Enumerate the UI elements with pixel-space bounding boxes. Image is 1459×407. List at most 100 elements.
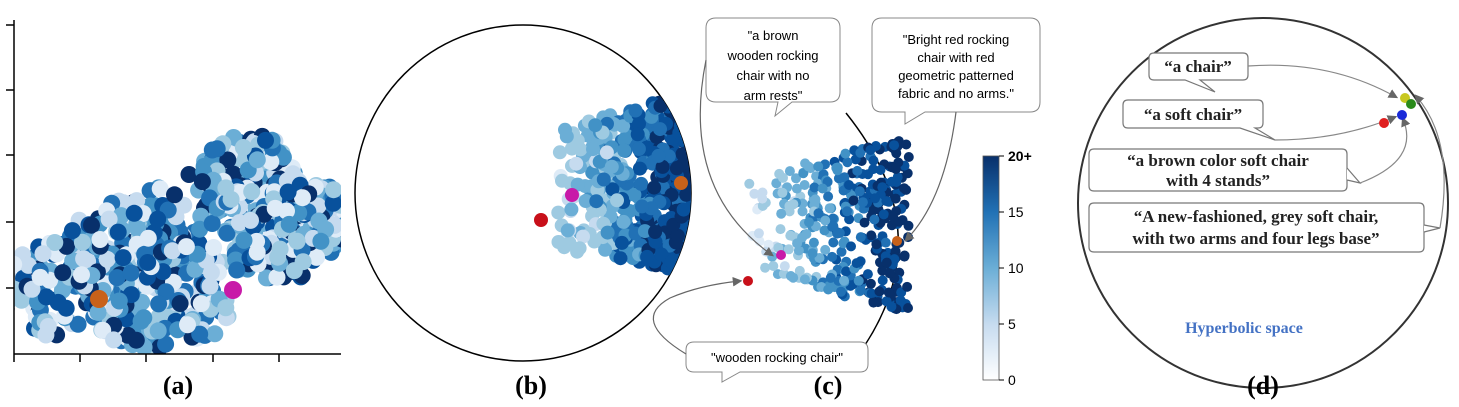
colorbar-tick-label: 15 bbox=[1008, 204, 1024, 220]
scatter-point bbox=[823, 284, 834, 295]
panel-d-box-new-fashioned: “A new-fashioned, grey soft chair, with t… bbox=[1088, 94, 1445, 253]
scatter-point bbox=[683, 91, 691, 106]
scatter-point bbox=[842, 206, 852, 217]
scatter-point bbox=[842, 157, 853, 168]
panel-c-magenta-point bbox=[776, 250, 786, 260]
panel-d-disk bbox=[1077, 17, 1449, 389]
panel-c-callout-brown-wooden: "a brown wooden rocking chair with no arm r… bbox=[699, 17, 841, 257]
scatter-point bbox=[257, 131, 274, 149]
scatter-point bbox=[851, 258, 862, 269]
scatter-point bbox=[799, 180, 810, 190]
scatter-point bbox=[675, 103, 690, 117]
scatter-point bbox=[677, 112, 691, 127]
scatter-point bbox=[775, 224, 786, 235]
scatter-point bbox=[902, 168, 913, 179]
scatter-point bbox=[844, 180, 854, 190]
scatter-point bbox=[94, 321, 112, 339]
scatter-point bbox=[279, 183, 297, 201]
scatter-point bbox=[833, 173, 844, 184]
scatter-point bbox=[599, 145, 614, 160]
scatter-point bbox=[128, 192, 146, 210]
scatter-point bbox=[890, 193, 901, 204]
panel-a-orange-point bbox=[90, 290, 108, 308]
scatter-point bbox=[235, 231, 253, 249]
scatter-point bbox=[0, 270, 13, 287]
scatter-point bbox=[343, 201, 360, 218]
scatter-point bbox=[559, 129, 574, 144]
scatter-point bbox=[598, 242, 613, 257]
scatter-point bbox=[127, 331, 145, 349]
scatter-point bbox=[813, 208, 824, 219]
panel-d-caption-3: “a brown color soft chair with 4 stands” bbox=[1127, 151, 1309, 190]
scatter-point bbox=[308, 248, 325, 266]
scatter-point bbox=[881, 196, 892, 207]
scatter-point bbox=[685, 98, 691, 113]
scatter-point bbox=[757, 193, 768, 204]
scatter-point bbox=[588, 118, 603, 133]
panel-c-scatter bbox=[744, 136, 914, 315]
scatter-point bbox=[600, 225, 615, 240]
scatter-point bbox=[100, 210, 118, 228]
scatter-point bbox=[614, 235, 629, 250]
scatter-point bbox=[551, 235, 566, 249]
scatter-point bbox=[192, 295, 210, 313]
scatter-point bbox=[108, 269, 126, 287]
scatter-point bbox=[345, 195, 362, 212]
scatter-point bbox=[676, 202, 691, 217]
scatter-point bbox=[179, 316, 196, 334]
scatter-point bbox=[83, 216, 100, 234]
scatter-point bbox=[628, 103, 643, 118]
scatter-point bbox=[901, 139, 912, 150]
scatter-point bbox=[572, 241, 587, 256]
scatter-point bbox=[828, 237, 839, 248]
scatter-point bbox=[902, 281, 913, 292]
scatter-point bbox=[768, 261, 779, 271]
panel-d-red-point bbox=[1379, 118, 1389, 128]
panel-d-box-soft-chair: “a soft chair” bbox=[1122, 99, 1398, 141]
scatter-point bbox=[573, 142, 588, 157]
panel-c: "a brown wooden rocking chair with no arm r… bbox=[652, 17, 1041, 400]
scatter-point bbox=[881, 257, 892, 268]
scatter-point bbox=[570, 177, 585, 192]
scatter-point bbox=[569, 156, 584, 171]
scatter-point bbox=[874, 286, 885, 297]
scatter-point bbox=[895, 295, 906, 306]
scatter-point bbox=[890, 164, 901, 174]
scatter-point bbox=[817, 183, 828, 194]
scatter-point bbox=[151, 180, 169, 198]
panel-c-orange-point bbox=[892, 236, 902, 246]
scatter-point bbox=[857, 197, 868, 208]
scatter-point bbox=[114, 249, 132, 267]
scatter-point bbox=[869, 214, 880, 225]
scatter-point bbox=[696, 233, 710, 247]
scatter-point bbox=[0, 268, 12, 285]
scatter-point bbox=[757, 200, 768, 211]
colorbar-tick-label: 10 bbox=[1008, 260, 1024, 276]
scatter-point bbox=[634, 176, 649, 191]
scatter-point bbox=[839, 275, 849, 286]
scatter-point bbox=[132, 312, 150, 330]
scatter-point bbox=[794, 265, 805, 276]
panel-label-a: (a) bbox=[163, 371, 193, 400]
panel-c-red-point bbox=[743, 276, 753, 286]
scatter-point bbox=[828, 221, 839, 232]
scatter-point bbox=[672, 125, 687, 140]
scatter-point bbox=[125, 204, 143, 222]
panel-a-magenta-point bbox=[224, 281, 242, 299]
scatter-point bbox=[664, 89, 679, 104]
scatter-point bbox=[668, 95, 683, 109]
scatter-point bbox=[635, 199, 649, 214]
scatter-point bbox=[825, 272, 836, 283]
scatter-point bbox=[157, 335, 175, 353]
panel-c-callout-wooden-rocking: "wooden rocking chair" bbox=[652, 276, 869, 383]
scatter-point bbox=[877, 275, 888, 286]
scatter-point bbox=[677, 100, 691, 115]
scatter-point bbox=[655, 159, 670, 174]
scatter-point bbox=[647, 180, 662, 195]
scatter-point bbox=[683, 242, 691, 257]
scatter-point bbox=[865, 278, 876, 289]
scatter-point bbox=[673, 96, 688, 111]
panel-label-b: (b) bbox=[515, 371, 547, 400]
scatter-point bbox=[886, 301, 897, 312]
panel-d-caption-4: “A new-fashioned, grey soft chair, with t… bbox=[1132, 207, 1379, 248]
